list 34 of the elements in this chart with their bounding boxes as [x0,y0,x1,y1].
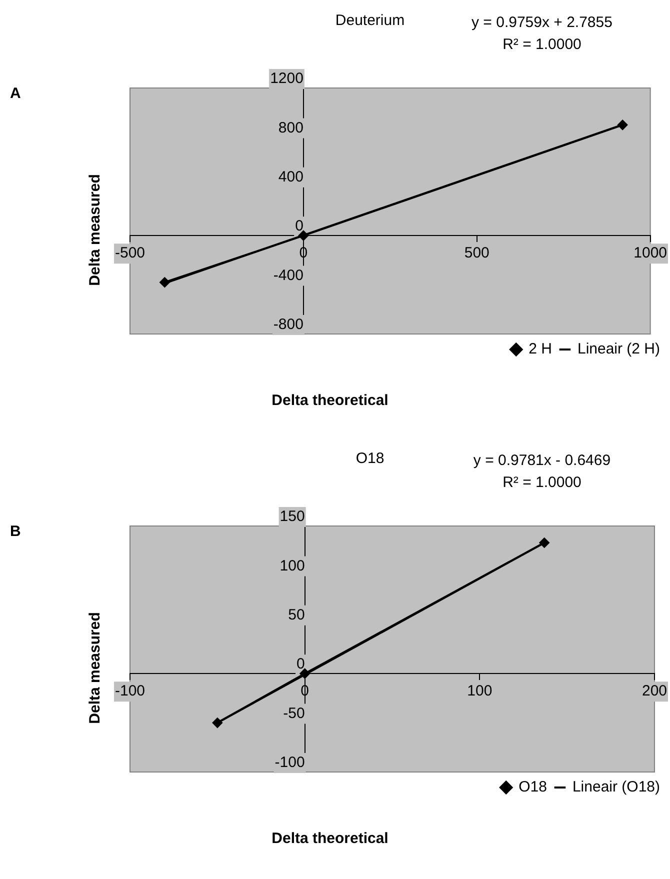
x-tick-label: 100 [467,682,492,700]
y-axis-title: Delta measured [86,612,104,724]
text: y = 0.9759x + 2.7855 [472,14,612,31]
legend-label: O18 [518,778,547,796]
x-tick-label: 500 [464,244,490,262]
legend-label: 2 H [528,340,552,358]
y-tick-label: 800 [278,119,304,136]
chart-title: Deuterium [334,12,406,29]
y-tick-label: 1200 [270,70,304,88]
y-tick-label: -400 [273,266,304,284]
legend-label: Lineair (O18) [572,778,660,796]
text: B [10,523,21,540]
y-tick-label: -50 [283,704,305,722]
y-tick-label: 100 [280,557,305,574]
text: A [10,85,21,102]
text: R² = 1.0000 [502,36,582,53]
y-tick-label: 0 [296,656,305,673]
y-tick-label: 400 [278,168,304,186]
y-tick-label: -800 [273,316,304,334]
x-axis-title: Delta theoretical [270,830,390,847]
text: R² = 1.0000 [502,474,582,491]
y-axis-title: Delta measured [86,174,104,286]
x-tick-label: -500 [114,244,146,262]
y-tick-label: 150 [280,508,305,526]
y-tick-label: 50 [288,606,305,624]
legend-label: Lineair (2 H) [577,340,660,358]
text: y = 0.9781x - 0.6469 [473,452,611,469]
x-tick-label: -100 [114,682,146,700]
x-tick-label: 1000 [634,244,668,262]
y-tick-label: -100 [274,754,305,772]
chart-title: O18 [354,450,386,467]
y-tick-label: 0 [295,218,304,235]
x-axis-title: Delta theoretical [270,392,390,409]
x-tick-label: 200 [642,682,667,700]
